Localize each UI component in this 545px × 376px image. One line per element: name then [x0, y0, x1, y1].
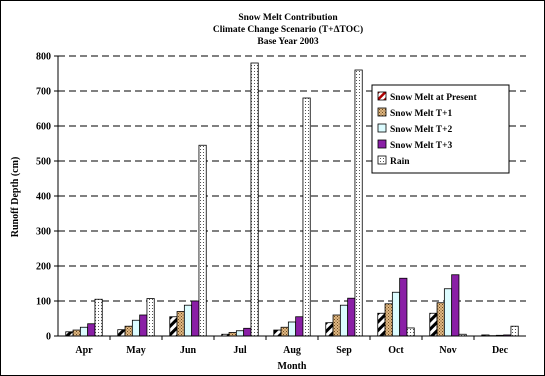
legend-label-4: Snow Melt T+3 — [390, 141, 452, 151]
y-tick-label: 600 — [36, 122, 51, 133]
bar-aug-series-1 — [273, 329, 282, 337]
bar-may-series-2 — [124, 325, 133, 337]
bar-jul-series-5 — [250, 62, 259, 337]
legend-swatch-2 — [377, 107, 387, 117]
chart-title-line: Snow Melt Contribution — [238, 13, 338, 23]
bar-aug-series-3 — [287, 321, 297, 337]
x-tick-label: Dec — [492, 345, 509, 356]
chart-subtitle-line-1: Climate Change Scenario (T+ΔTOC) — [213, 24, 363, 35]
x-tick-label: Sep — [336, 345, 352, 356]
axes — [57, 56, 526, 337]
bar-sep-series-4 — [347, 297, 356, 337]
x-tick-labels: Apr May Jun Jul Aug Sep Oct Nov Dec — [75, 345, 508, 356]
y-tick-label: 400 — [36, 192, 51, 203]
x-tick-label: Apr — [75, 345, 93, 356]
x-tick-label: May — [126, 345, 145, 356]
bar-jun-series-5 — [198, 144, 207, 337]
y-axis-title: Runoff Depth (cm) — [10, 157, 21, 238]
bar-aug-series-2 — [280, 326, 289, 337]
legend-label-2: Snow Melt T+1 — [390, 109, 452, 119]
bar-aug-series-5 — [302, 97, 311, 337]
y-tick-label: 100 — [36, 297, 51, 308]
bar-may-series-5 — [146, 298, 155, 337]
bar-jul-series-3 — [235, 330, 245, 337]
legend-label-1: Snow Melt at Present — [390, 93, 477, 103]
y-tick-label: 700 — [36, 87, 51, 98]
x-tick-label: Nov — [439, 345, 456, 356]
y-tick-label: 500 — [36, 157, 51, 168]
legend-swatch-5 — [377, 155, 387, 165]
y-tick-label: 0 — [46, 332, 51, 343]
bar-sep-series-1 — [325, 322, 334, 337]
bar-nov-series-4 — [451, 274, 460, 337]
bar-oct-series-2 — [384, 303, 393, 337]
bar-jul-series-2 — [228, 332, 237, 337]
bar-apr-series-4 — [87, 323, 96, 337]
bar-oct-series-4 — [399, 277, 408, 337]
bar-aug-series-4 — [295, 316, 304, 337]
x-axis-title: Month — [278, 361, 307, 372]
legend-swatch-1 — [377, 91, 387, 101]
bar-oct-series-5 — [406, 327, 415, 337]
bar-sep-series-2 — [332, 314, 341, 337]
bar-sep-series-5 — [354, 69, 363, 337]
bar-jun-series-4 — [191, 300, 200, 337]
legend-box — [371, 84, 510, 174]
legend-swatch-3 — [377, 123, 387, 133]
bar-jun-series-2 — [176, 311, 185, 337]
y-tick-label: 200 — [36, 262, 51, 273]
y-tick-labels: 0 100 200 300 400 500 600 700 800 — [36, 52, 51, 343]
bar-jun-series-3 — [183, 304, 193, 337]
legend-swatch-4 — [377, 139, 387, 149]
bars — [65, 62, 519, 337]
bar-sep-series-3 — [339, 304, 349, 337]
bar-apr-series-3 — [79, 326, 89, 337]
bar-jul-series-4 — [243, 327, 252, 337]
legend: Snow Melt at Present Snow Melt T+1 Snow Me… — [371, 84, 510, 174]
bar-nov-series-1 — [429, 312, 438, 337]
legend-label-5: Rain — [390, 157, 410, 167]
x-tick-label: Jul — [233, 345, 247, 356]
bar-oct-series-1 — [377, 312, 386, 337]
bar-oct-series-3 — [391, 291, 401, 337]
x-tick-label: Jun — [180, 345, 197, 356]
chart-title: Snow Melt Contribution Climate Change Sc… — [213, 13, 363, 47]
x-tick-label: Oct — [388, 345, 404, 356]
x-tick-label: Aug — [283, 345, 301, 356]
bar-dec-series-5 — [510, 325, 519, 337]
bar-may-series-4 — [139, 314, 148, 337]
bar-nov-series-3 — [443, 288, 453, 337]
y-tick-label: 300 — [36, 227, 51, 238]
legend-label-3: Snow Melt T+2 — [390, 125, 452, 135]
bar-apr-series-2 — [72, 329, 81, 337]
bar-jun-series-1 — [169, 316, 178, 337]
y-tick-label: 800 — [36, 52, 51, 63]
chart-subtitle-line-2: Base Year 2003 — [257, 37, 318, 47]
bar-may-series-3 — [131, 319, 141, 337]
bar-may-series-1 — [117, 329, 126, 337]
bar-apr-series-5 — [94, 298, 103, 337]
bar-nov-series-2 — [436, 302, 445, 337]
bar-apr-series-1 — [65, 331, 74, 337]
